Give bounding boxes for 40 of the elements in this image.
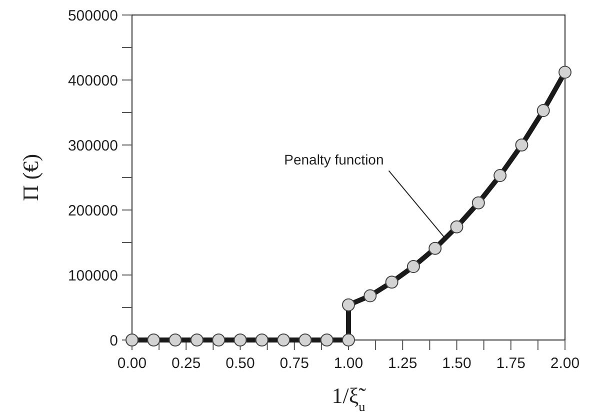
x-tick-label: 0.50 bbox=[226, 355, 255, 372]
point bbox=[342, 334, 355, 346]
point bbox=[494, 169, 507, 182]
x-tick-label: 1.00 bbox=[334, 355, 364, 372]
point bbox=[385, 276, 398, 289]
point bbox=[450, 220, 464, 234]
annotation: Penalty function bbox=[284, 152, 384, 168]
y-tick-label: 100000 bbox=[68, 267, 118, 284]
point bbox=[190, 334, 204, 346]
x-tick-label: 1.75 bbox=[496, 355, 526, 372]
x-tick-label: 1.50 bbox=[442, 355, 472, 372]
point bbox=[515, 138, 528, 152]
point bbox=[342, 298, 355, 312]
x-tick-label: 0.75 bbox=[280, 355, 309, 372]
point bbox=[126, 334, 138, 346]
y-tick-label: 500000 bbox=[68, 7, 118, 24]
point bbox=[277, 334, 290, 346]
point bbox=[428, 242, 442, 255]
y-tick-label: 300000 bbox=[68, 137, 118, 154]
x-tick-label: 2.00 bbox=[550, 355, 580, 372]
point bbox=[168, 334, 182, 346]
point bbox=[234, 334, 247, 346]
point bbox=[536, 104, 550, 118]
x-tick-label: 1.25 bbox=[388, 355, 418, 372]
point bbox=[212, 334, 226, 346]
x-tick-label: 0.25 bbox=[172, 355, 201, 372]
point bbox=[147, 334, 160, 346]
y-axis-title: Π (€) bbox=[18, 154, 43, 202]
y-tick-label: 0 bbox=[110, 332, 118, 350]
x-tick-label: 0.00 bbox=[117, 355, 147, 372]
y-tick-label: 400000 bbox=[68, 72, 118, 90]
point bbox=[255, 334, 268, 346]
point bbox=[364, 289, 377, 302]
point bbox=[406, 260, 420, 274]
point bbox=[558, 66, 572, 79]
point bbox=[298, 334, 312, 346]
x-axis-title: 1/ξ̃$_{u}$ bbox=[332, 383, 367, 414]
point bbox=[472, 196, 485, 210]
y-tick-label: 200000 bbox=[68, 202, 118, 220]
point bbox=[320, 334, 334, 346]
